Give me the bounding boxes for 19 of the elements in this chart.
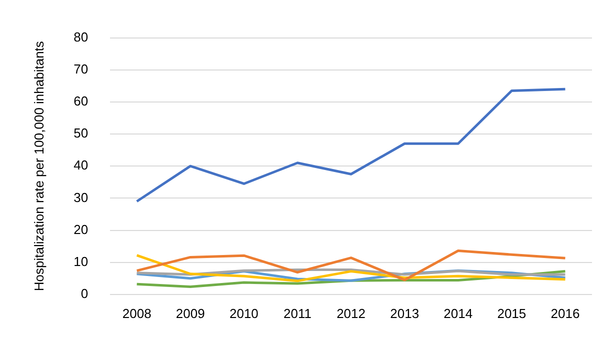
x-tick-label: 2009 <box>176 306 205 321</box>
x-tick-label: 2014 <box>444 306 473 321</box>
y-tick-label: 20 <box>74 222 88 237</box>
x-tick-label: 2016 <box>550 306 580 321</box>
x-tick-label: 2015 <box>497 306 526 321</box>
y-tick-label: 70 <box>74 61 88 76</box>
y-axis-title: Hospitalization rate per 100,000 inhabitants <box>31 40 46 292</box>
x-tick-label: 2011 <box>283 306 312 321</box>
y-tick-label: 0 <box>80 286 88 301</box>
y-tick-label: 80 <box>74 29 88 44</box>
x-tick-label: 2013 <box>390 306 420 321</box>
y-tick-label: 50 <box>74 126 88 141</box>
y-tick-label: 30 <box>74 190 88 205</box>
x-tick-label: 2008 <box>122 306 152 321</box>
y-tick-label: 10 <box>74 254 88 269</box>
y-tick-label: 60 <box>74 94 88 109</box>
y-tick-label: 40 <box>74 158 88 173</box>
x-tick-label: 2010 <box>229 306 258 321</box>
x-tick-label: 2012 <box>336 306 366 321</box>
